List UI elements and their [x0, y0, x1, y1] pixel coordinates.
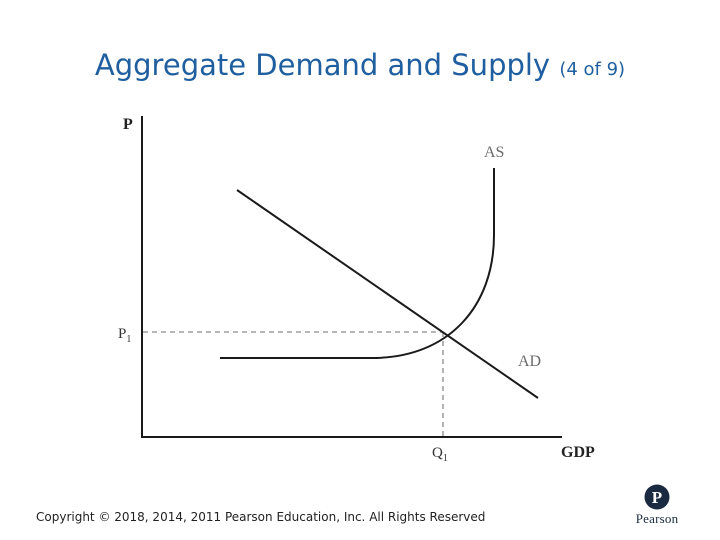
- ad-curve-label: AD: [518, 353, 541, 370]
- slide-title: Aggregate Demand and Supply (4 of 9): [0, 48, 720, 82]
- copyright-notice: Copyright © 2018, 2014, 2011 Pearson Edu…: [36, 510, 486, 524]
- title-main: Aggregate Demand and Supply: [94, 48, 551, 82]
- as-curve-label: AS: [484, 144, 504, 161]
- quantity-q1-label: Q1: [432, 445, 448, 464]
- ad-curve: [236, 189, 539, 399]
- pearson-logo: P Pearson: [624, 484, 690, 530]
- y-axis-label: P: [123, 116, 133, 133]
- pearson-logo-letter: P: [652, 488, 662, 507]
- pearson-logo-text: Pearson: [635, 511, 679, 526]
- title-subtitle: (4 of 9): [559, 59, 626, 80]
- price-p1-label: P1: [118, 326, 131, 345]
- as-curve: [220, 168, 495, 359]
- x-axis-label: GDP: [561, 444, 595, 461]
- pearson-logo-icon: P: [644, 484, 670, 510]
